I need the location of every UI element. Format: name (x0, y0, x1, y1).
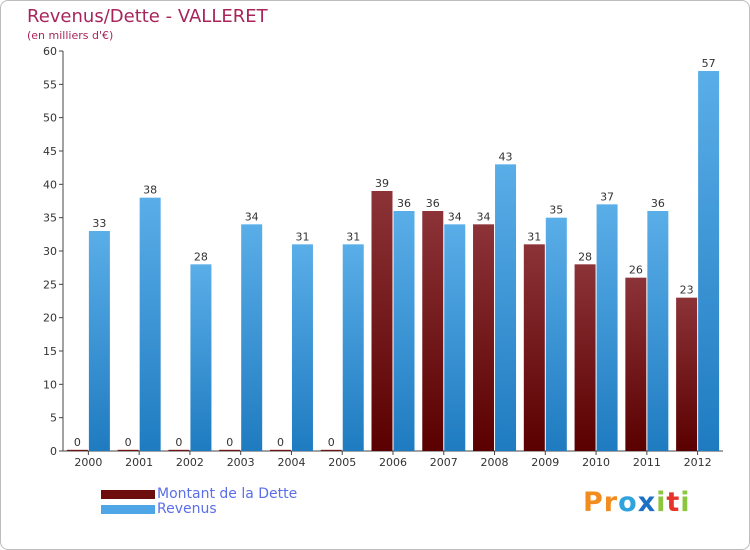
bar-dette (168, 449, 190, 451)
data-label-revenus: 38 (143, 184, 157, 197)
y-tick-label: 50 (43, 112, 57, 125)
data-label-dette: 0 (125, 436, 132, 449)
x-tick-label: 2010 (582, 456, 610, 469)
chart-title: Revenus/Dette - VALLERET (27, 6, 268, 27)
x-tick-label: 2012 (684, 456, 712, 469)
data-label-revenus: 34 (448, 210, 462, 223)
legend-swatch-revenus (101, 505, 155, 514)
bar-revenus (342, 244, 364, 451)
bar-dette (117, 449, 139, 451)
bar-revenus (698, 71, 720, 451)
bar-revenus (444, 224, 466, 451)
legend-label-dette: Montant de la Dette (157, 486, 298, 502)
x-tick-label: 2003 (227, 456, 255, 469)
bar-revenus (596, 204, 618, 451)
bar-dette (422, 211, 444, 451)
y-tick-label: 25 (43, 278, 57, 291)
data-label-dette: 0 (226, 436, 233, 449)
bar-dette (676, 297, 698, 451)
x-tick-label: 2008 (481, 456, 509, 469)
bar-dette (66, 449, 88, 451)
data-label-revenus: 31 (346, 230, 360, 243)
y-tick-label: 5 (50, 412, 57, 425)
bar-dette (625, 277, 647, 451)
data-label-dette: 28 (578, 250, 592, 263)
data-label-dette: 36 (426, 197, 440, 210)
data-label-revenus: 35 (549, 204, 563, 217)
x-tick-label: 2004 (277, 456, 305, 469)
legend-label-revenus: Revenus (157, 501, 217, 517)
data-label-dette: 34 (477, 210, 491, 223)
y-tick-label: 35 (43, 212, 57, 225)
x-tick-label: 2011 (633, 456, 661, 469)
x-tick-label: 2007 (430, 456, 458, 469)
y-tick-label: 0 (50, 445, 57, 458)
data-label-revenus: 43 (499, 150, 513, 163)
bar-revenus (190, 264, 212, 451)
logo-letter: t (666, 487, 681, 518)
bar-revenus (545, 217, 567, 451)
logo-letter: P (583, 487, 604, 518)
bar-revenus (291, 244, 313, 451)
y-tick-label: 55 (43, 78, 57, 91)
y-tick-label: 15 (43, 345, 57, 358)
data-label-revenus: 57 (702, 57, 716, 70)
bar-dette (523, 244, 545, 451)
y-tick-label: 45 (43, 145, 57, 158)
logo-letter: o (618, 487, 638, 518)
data-label-dette: 0 (328, 436, 335, 449)
data-label-dette: 0 (74, 436, 81, 449)
x-tick-label: 2000 (74, 456, 102, 469)
bar-revenus (88, 231, 110, 451)
y-tick-label: 20 (43, 312, 57, 325)
data-label-dette: 31 (527, 230, 541, 243)
y-tick-label: 30 (43, 245, 57, 258)
x-tick-label: 2009 (531, 456, 559, 469)
bar-revenus (393, 211, 415, 451)
logo-letter: i (680, 487, 691, 518)
x-tick-label: 2001 (125, 456, 153, 469)
logo-letter: i (656, 487, 667, 518)
data-label-revenus: 31 (295, 230, 309, 243)
x-tick-label: 2006 (379, 456, 407, 469)
bar-revenus (139, 197, 161, 451)
bar-revenus (647, 211, 669, 451)
y-tick-label: 60 (43, 45, 57, 58)
data-label-dette: 23 (680, 284, 694, 297)
y-tick-label: 40 (43, 178, 57, 191)
data-label-dette: 26 (629, 264, 643, 277)
logo-letter: x (637, 487, 657, 518)
x-tick-label: 2002 (176, 456, 204, 469)
data-label-revenus: 34 (245, 210, 259, 223)
bar-dette (574, 264, 596, 451)
proxiti-logo: Proxiti (583, 487, 691, 518)
data-label-revenus: 28 (194, 250, 208, 263)
bar-dette (269, 449, 291, 451)
chart-subtitle: (en milliers d'€) (27, 29, 114, 42)
y-tick-label: 10 (43, 378, 57, 391)
bar-revenus (495, 164, 517, 452)
data-label-revenus: 37 (600, 190, 614, 203)
legend-swatch-dette (101, 490, 155, 499)
data-label-dette: 0 (277, 436, 284, 449)
bar-dette (371, 191, 393, 451)
data-label-dette: 0 (175, 436, 182, 449)
data-label-revenus: 33 (92, 217, 106, 230)
data-label-revenus: 36 (651, 197, 665, 210)
bar-dette (473, 224, 495, 451)
bar-revenus (241, 224, 263, 451)
bar-dette (320, 449, 342, 451)
data-label-dette: 39 (375, 177, 389, 190)
x-tick-label: 2005 (328, 456, 356, 469)
logo-letter: r (603, 487, 619, 518)
bar-dette (219, 449, 241, 451)
data-label-revenus: 36 (397, 197, 411, 210)
